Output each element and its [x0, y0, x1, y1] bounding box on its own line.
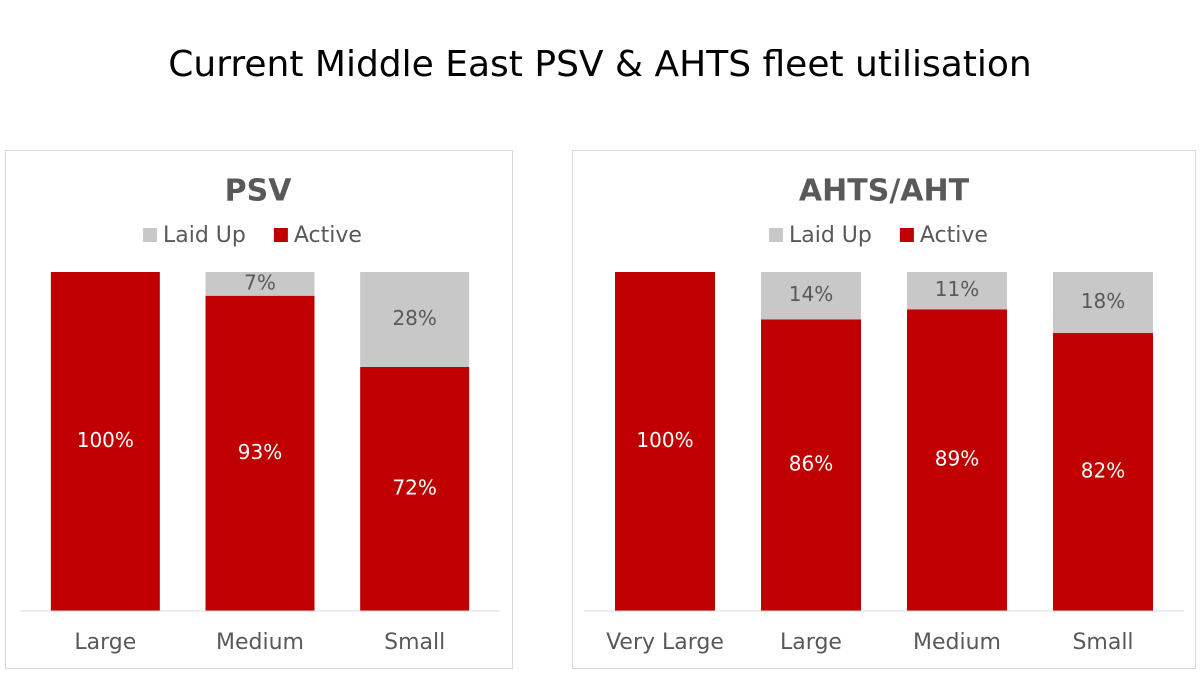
legend-label: Laid Up: [789, 223, 872, 248]
value-label: 100%: [77, 428, 134, 452]
value-label: 28%: [392, 306, 436, 330]
bar-segment: [360, 272, 470, 367]
value-label: 82%: [1081, 459, 1125, 483]
bar-segment: [1053, 333, 1153, 611]
x-tick-label: Large: [780, 630, 842, 655]
value-label: 86%: [789, 452, 833, 476]
chart-title: PSV: [225, 174, 293, 209]
bar-segment: [360, 366, 470, 611]
x-tick-label: Small: [1072, 630, 1133, 655]
legend-swatch: [143, 228, 157, 242]
page-title: Current Middle East PSV & AHTS fleet uti…: [168, 44, 1032, 85]
x-tick-label: Very Large: [606, 630, 724, 655]
bar-segment: [907, 309, 1007, 611]
legend-swatch: [273, 228, 288, 242]
x-tick-label: Small: [384, 630, 445, 655]
legend-label: Active: [294, 223, 362, 248]
legend-label: Laid Up: [163, 223, 246, 248]
bar-segment: [205, 272, 315, 296]
legend-swatch: [769, 228, 783, 242]
value-label: 11%: [935, 277, 979, 301]
value-label: 89%: [935, 447, 979, 471]
value-label: 14%: [789, 282, 833, 306]
value-label: 100%: [636, 428, 693, 452]
legend-label: Active: [920, 223, 988, 248]
legend-swatch: [899, 228, 914, 242]
bar-segment: [1053, 272, 1153, 334]
x-tick-label: Large: [74, 630, 136, 655]
x-tick-label: Medium: [913, 630, 1001, 655]
x-tick-label: Medium: [216, 630, 304, 655]
value-label: 72%: [392, 475, 436, 499]
value-label: 93%: [238, 440, 282, 464]
chart-title: AHTS/AHT: [799, 174, 970, 209]
bar-segment: [615, 272, 715, 611]
bar-segment: [907, 272, 1007, 310]
bar-segment: [761, 272, 861, 320]
panel: [572, 150, 1196, 669]
panel: [5, 150, 513, 669]
bar-segment: [761, 319, 861, 611]
value-label: 7%: [244, 270, 276, 294]
value-label: 18%: [1081, 289, 1125, 313]
bar-segment: [50, 272, 160, 611]
bar-segment: [205, 295, 315, 611]
